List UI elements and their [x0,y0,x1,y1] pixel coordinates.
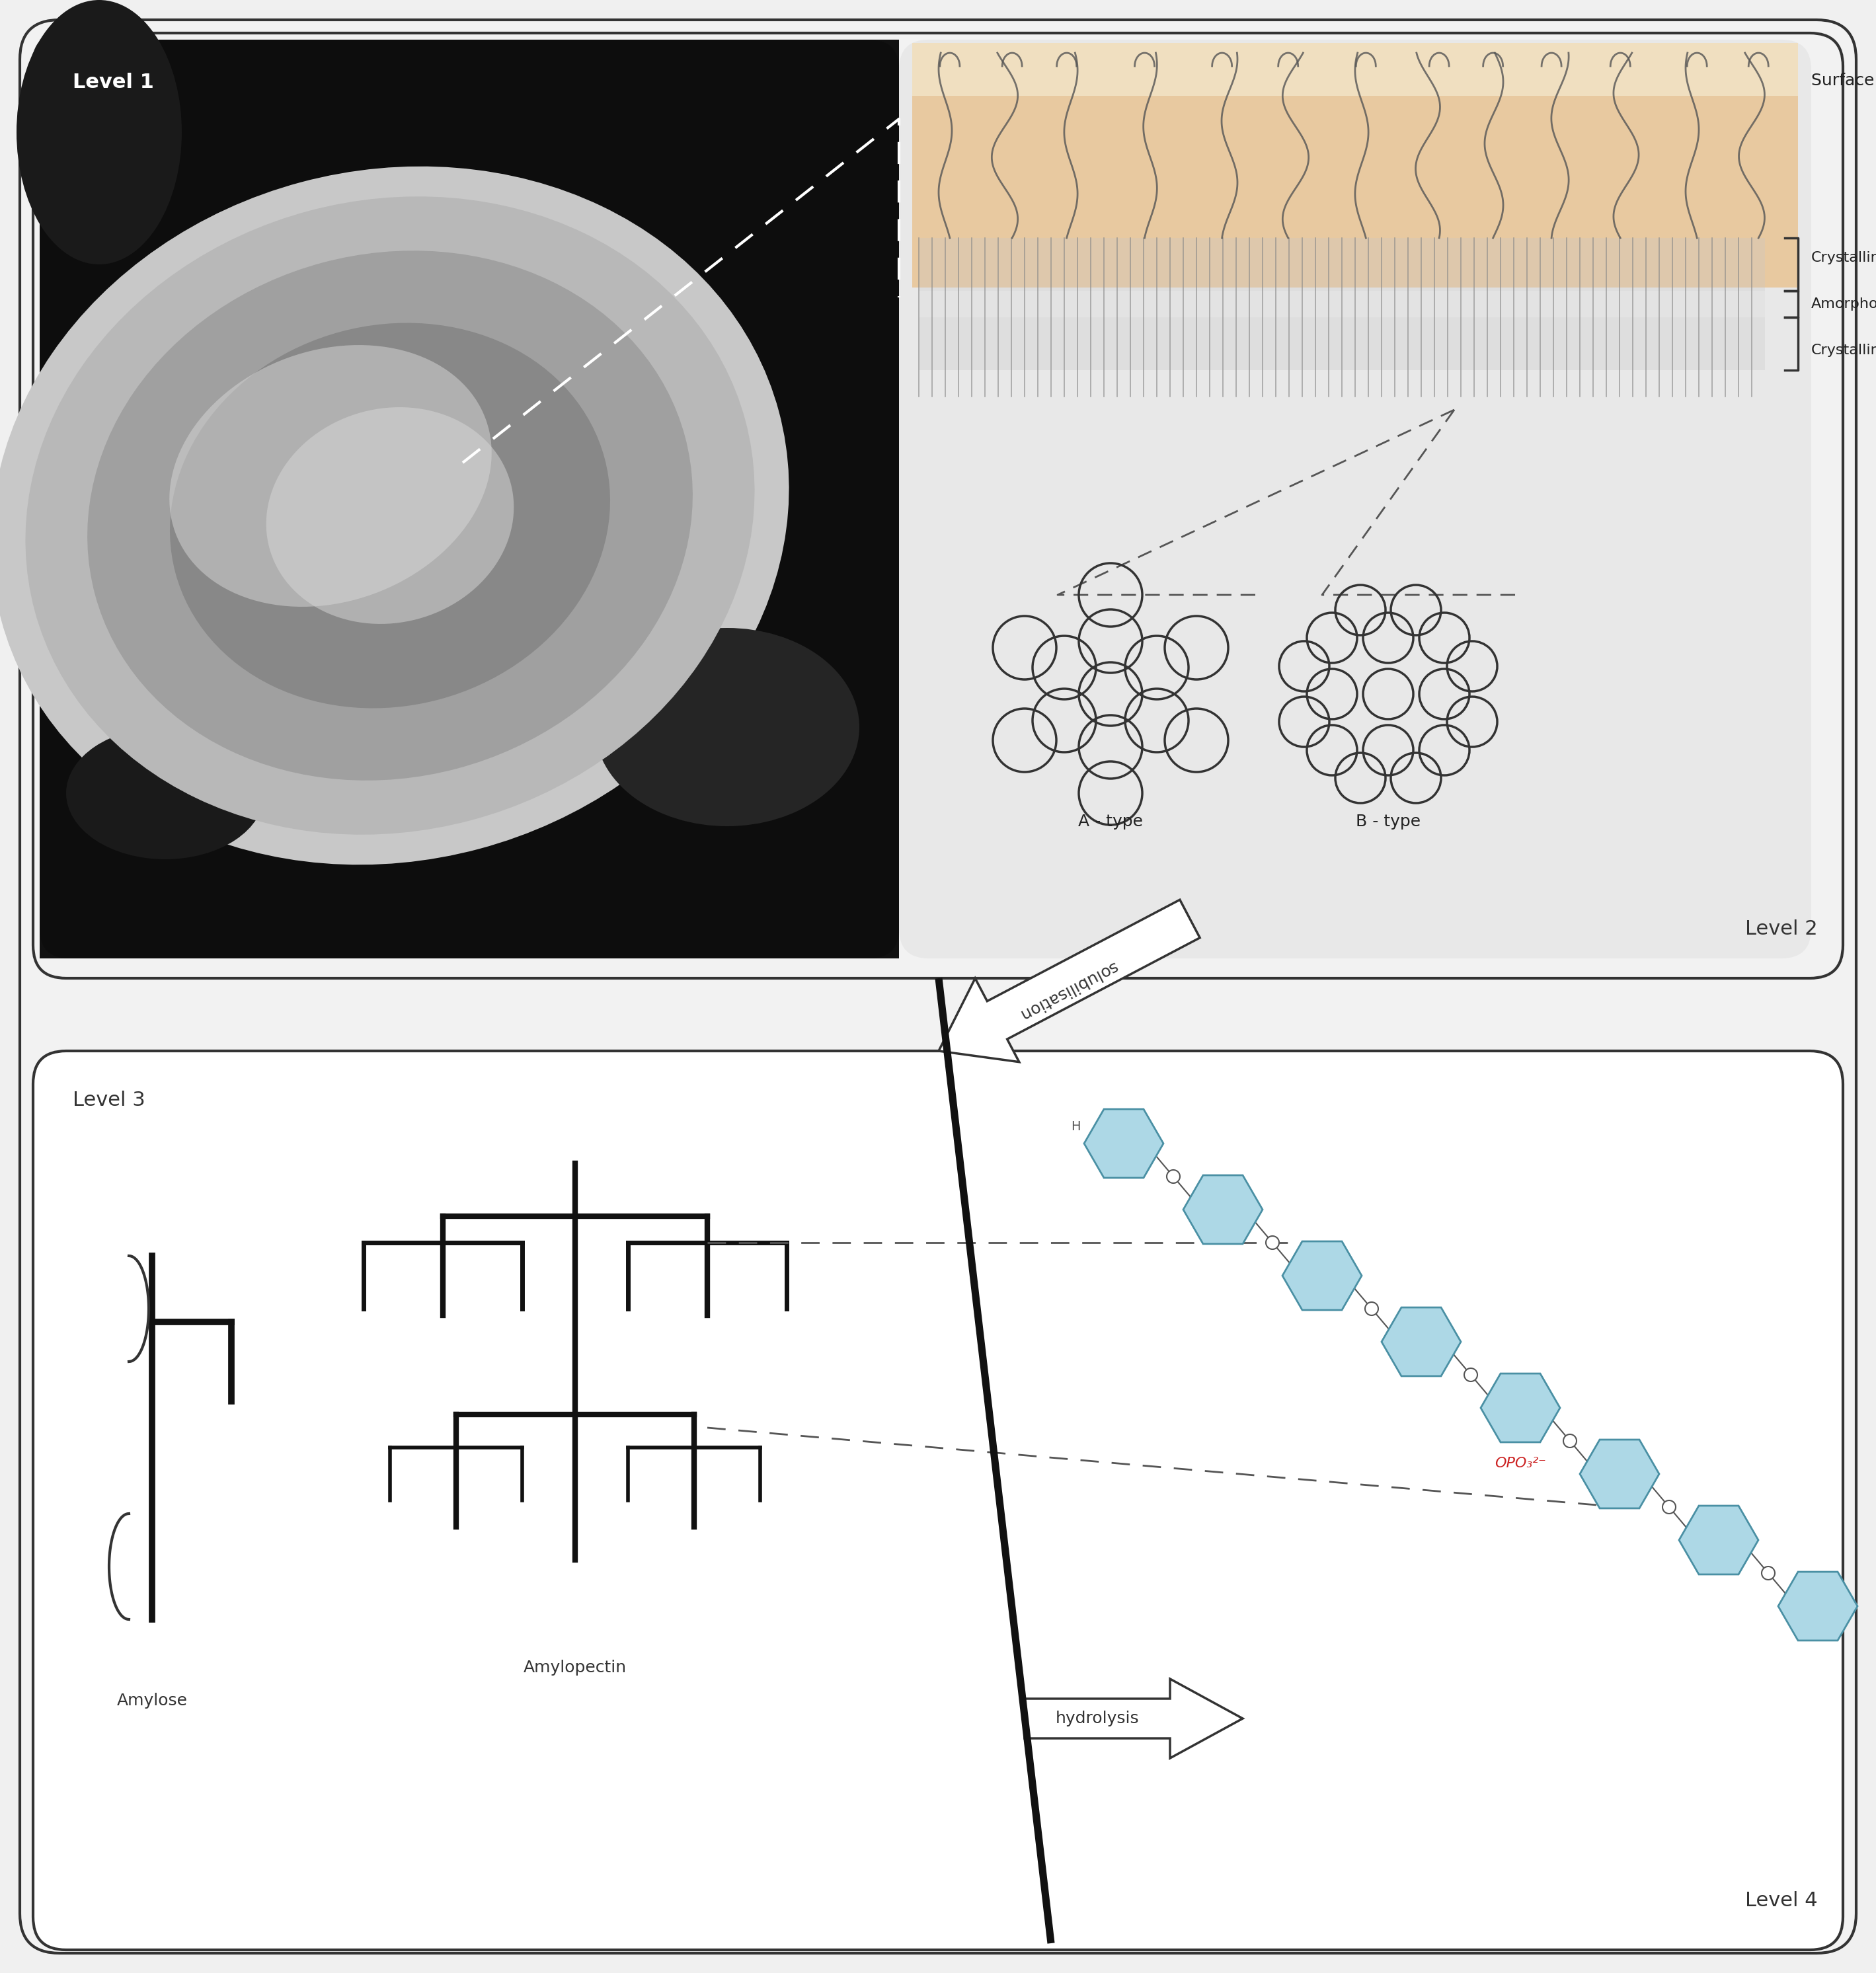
Text: Amylose: Amylose [116,1693,188,1709]
Circle shape [1762,1567,1775,1580]
Text: Amorphous: Amorphous [1810,298,1876,310]
Polygon shape [1679,1505,1758,1574]
Polygon shape [1580,1440,1658,1507]
FancyBboxPatch shape [39,39,899,959]
Text: H: H [1071,1121,1081,1133]
Text: Level 2: Level 2 [1745,919,1818,939]
Ellipse shape [0,166,790,864]
Text: Crystalline: Crystalline [1810,251,1876,264]
FancyBboxPatch shape [899,39,1810,959]
Ellipse shape [66,728,265,860]
Text: solubilisation: solubilisation [1015,959,1120,1024]
Text: A - type: A - type [1079,813,1142,829]
Bar [919,290,1765,318]
Text: Surface near glucans: Surface near glucans [1810,73,1876,89]
Circle shape [1167,1170,1180,1184]
Polygon shape [1778,1572,1857,1640]
Polygon shape [1024,1679,1242,1758]
Ellipse shape [88,251,692,781]
Circle shape [1563,1434,1576,1448]
Polygon shape [1381,1308,1461,1375]
Bar [919,239,1765,290]
Bar [919,318,1765,371]
Text: OPO₃²⁻: OPO₃²⁻ [1495,1456,1546,1470]
Ellipse shape [171,324,610,708]
FancyBboxPatch shape [34,1052,1842,1949]
Polygon shape [1084,1109,1163,1178]
Text: hydrolysis: hydrolysis [1056,1711,1139,1726]
Ellipse shape [17,0,182,264]
Bar [912,43,1797,97]
Circle shape [1366,1302,1379,1316]
Polygon shape [1283,1241,1362,1310]
Ellipse shape [595,627,859,827]
FancyBboxPatch shape [21,20,1855,1953]
Text: Amylopectin: Amylopectin [523,1659,627,1675]
Ellipse shape [266,406,514,623]
Text: Level 3: Level 3 [73,1091,144,1109]
Ellipse shape [26,197,754,835]
Polygon shape [938,900,1201,1061]
Text: Level 1: Level 1 [73,73,154,93]
Text: Crystalline: Crystalline [1810,343,1876,357]
Ellipse shape [169,345,492,608]
Circle shape [1662,1499,1675,1513]
Bar [39,39,899,959]
Polygon shape [1480,1373,1561,1442]
Circle shape [1463,1367,1478,1381]
FancyBboxPatch shape [34,34,1842,979]
Polygon shape [1184,1176,1263,1243]
Text: B - type: B - type [1356,813,1420,829]
Bar [912,43,1797,288]
Circle shape [1266,1235,1279,1249]
Text: Level 4: Level 4 [1745,1890,1818,1910]
